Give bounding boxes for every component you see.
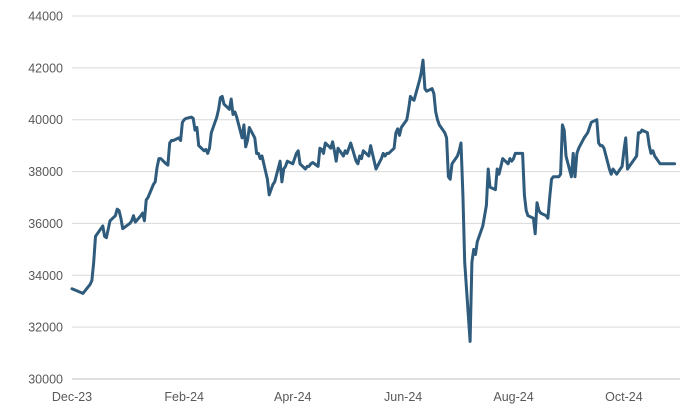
y-axis-tick-labels: 30000 32000 34000 36000 38000 40000 42000 44000 <box>28 10 63 387</box>
y-tick-label: 30000 <box>28 373 63 387</box>
y-tick-label: 32000 <box>28 321 63 335</box>
x-tick-label: Jun-24 <box>384 390 422 404</box>
series-layer <box>70 58 677 343</box>
y-tick-label: 44000 <box>28 10 63 24</box>
y-tick-label: 34000 <box>28 269 63 283</box>
x-tick-label: Apr-24 <box>274 390 312 404</box>
x-axis-tick-labels: Dec-23 Feb-24 Apr-24 Jun-24 Aug-24 Oct-24 <box>52 390 643 404</box>
y-tick-label: 38000 <box>28 165 63 179</box>
x-tick-label: Dec-23 <box>52 390 92 404</box>
y-tick-label: 40000 <box>28 113 63 127</box>
x-tick-label: Aug-24 <box>493 390 533 404</box>
x-tick-label: Oct-24 <box>605 390 643 404</box>
y-tick-label: 36000 <box>28 217 63 231</box>
x-tick-label: Feb-24 <box>164 390 204 404</box>
series-line <box>70 58 677 343</box>
y-tick-label: 42000 <box>28 61 63 75</box>
gridlines <box>72 15 680 328</box>
